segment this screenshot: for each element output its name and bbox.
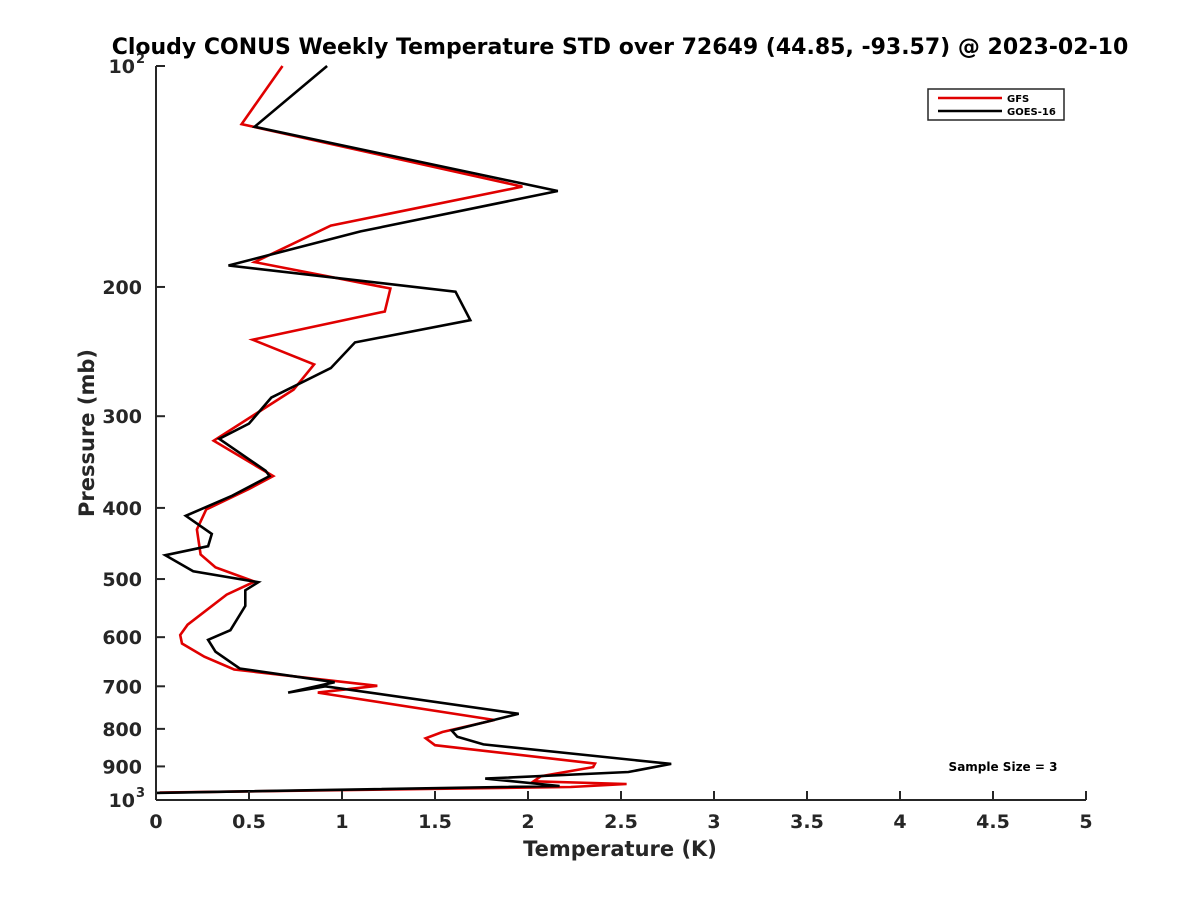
sample-size-annotation: Sample Size = 3 (949, 760, 1058, 774)
y-tick-label: 200 (102, 277, 142, 299)
y-tick-label: 600 (102, 627, 142, 649)
x-tick-label: 1.5 (418, 811, 452, 833)
y-tick-exponent: 3 (136, 786, 145, 801)
plot-lines (155, 65, 672, 795)
legend: GFS GOES-16 (927, 88, 1065, 121)
x-tick-label: 3 (707, 811, 720, 833)
y-tick-label: 900 (102, 756, 142, 778)
x-tick-label: 2.5 (604, 811, 638, 833)
y-tick-label: 10 (109, 56, 135, 78)
x-tick-label: 4 (893, 811, 906, 833)
chart-title: Cloudy CONUS Weekly Temperature STD over… (112, 35, 1129, 60)
legend-label-gfs: GFS (1007, 94, 1029, 105)
x-tick-label: 4.5 (976, 811, 1010, 833)
legend-label-goes-16: GOES-16 (1007, 107, 1056, 118)
y-tick-label: 800 (102, 719, 142, 741)
y-tick-label: 400 (102, 498, 142, 520)
x-tick-label: 3.5 (790, 811, 824, 833)
x-ticks: 0 0.5 1 1.5 2 2.5 3 3.5 4 4.5 5 (149, 791, 1093, 833)
x-tick-label: 5 (1079, 811, 1092, 833)
y-tick-exponent: 2 (136, 52, 145, 67)
x-tick-label: 0 (149, 811, 162, 833)
y-tick-label: 700 (102, 676, 142, 698)
series-line-gfs (159, 65, 627, 794)
y-tick-label: 500 (102, 569, 142, 591)
y-tick-label: 10 (109, 790, 135, 812)
y-axis-label: Pressure (mb) (75, 349, 99, 517)
x-tick-label: 2 (521, 811, 534, 833)
legend-box (927, 88, 1065, 121)
y-tick-label: 300 (102, 406, 142, 428)
series-line-goes-16 (155, 65, 672, 795)
x-axis-label: Temperature (K) (523, 837, 717, 861)
x-tick-label: 1 (335, 811, 348, 833)
x-tick-label: 0.5 (232, 811, 266, 833)
